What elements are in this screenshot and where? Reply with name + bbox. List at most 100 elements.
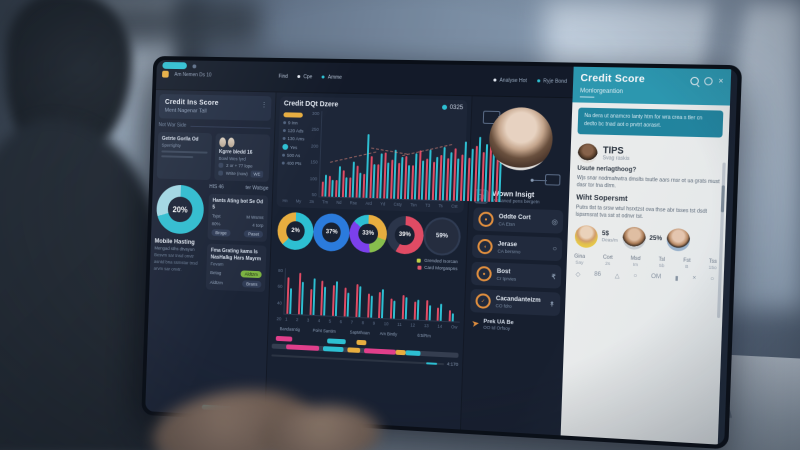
- monitor: Am Nemen Ds 10 Find Cpe Amme Analyse Hot…: [141, 56, 742, 449]
- brand-label: Am Nemen Ds 10: [174, 71, 211, 78]
- placeholder-line: [161, 155, 193, 158]
- person-silhouette-head: [6, 0, 132, 160]
- timeline: Bandasntig Point Santim SapMhoan Am Bintly 6…: [271, 326, 459, 379]
- bar-series: [286, 270, 460, 321]
- ryje-item[interactable]: Ryje Bond: [537, 78, 567, 85]
- aldtzm-pill[interactable]: Aldtzm: [241, 270, 262, 278]
- target-icon: ●: [476, 266, 492, 282]
- person-icon[interactable]: ↟: [549, 300, 555, 308]
- sidebar-donut-chart: 20%: [156, 184, 205, 234]
- dot-icon: [282, 154, 285, 157]
- person-silhouette-shoulder: [0, 118, 164, 450]
- yellow-pill-icon[interactable]: [283, 112, 303, 117]
- donut-chart-4: 39%: [386, 215, 424, 254]
- donut-chart-2: 37%: [313, 213, 351, 252]
- credit-info-box: Na dera ut anamcro lanty htm for wra cre…: [578, 108, 724, 137]
- team-card[interactable]: Kgrre bledd 16 Bowl Wes lyrd 2 or + 77 l…: [214, 133, 270, 182]
- avatar: [228, 138, 235, 148]
- team-row1: 2 or + 77 lope: [226, 163, 253, 169]
- magnifier-icon[interactable]: ○: [552, 246, 557, 253]
- tips-paragraph-2: Putrs tlst ta srsw wtul hsrxtzst ova ths…: [576, 204, 719, 224]
- progress-value: 2: [251, 406, 254, 412]
- kebab-menu-icon[interactable]: ⋮: [261, 101, 268, 109]
- menu: Find Cpe Amme: [278, 73, 342, 80]
- tips-question: Usute nerlagthoog?: [577, 165, 720, 175]
- moon-icon: ◖: [477, 239, 493, 255]
- chart-side-legend: 9 Inn 120 Ads 130 Ams Yes 500 As 400 Pts: [281, 110, 309, 197]
- pointer-icon: ⌖: [257, 406, 261, 414]
- credit-panel-subtitle: Monlorgeantion: [580, 88, 723, 97]
- names-row: Gina Say Cort 2s Msd Im Tsl 5b Fst B Tss 15o: [574, 253, 717, 270]
- statement-heading: Wiht Sopersmt: [576, 194, 719, 206]
- tasks-card[interactable]: Hants Ating bot Se Od 5 Tsjst M Wsrmt 80%…: [207, 194, 268, 242]
- menu-item-amme[interactable]: Amme: [322, 74, 342, 80]
- clock-icon: [218, 163, 223, 168]
- profile-card-title: Getrte Gorlla Od: [162, 136, 208, 143]
- person-avatar-2[interactable]: [622, 226, 646, 249]
- analyse-item[interactable]: Analyse Hot: [493, 77, 527, 84]
- paset-button[interactable]: Paset: [244, 230, 263, 238]
- menu-item-cpe[interactable]: Cpe: [297, 74, 312, 80]
- placeholder-line: [161, 150, 207, 153]
- progress-fill: [202, 404, 231, 411]
- credit-score-panel: Credit Score × Monlorgeantion Na dera ut…: [561, 67, 732, 445]
- person-avatar-1[interactable]: [575, 224, 599, 247]
- insights-column: ◫ Wown Insigt Wesaned pens bergetn ● Odd…: [461, 96, 573, 435]
- we-tag[interactable]: WE: [250, 171, 263, 178]
- top-bar-right: Analyse Hot Ryje Bond: [493, 77, 567, 84]
- brans-button[interactable]: Brans: [242, 280, 261, 288]
- rupee-icon[interactable]: ₹: [551, 272, 556, 280]
- section-rule: [190, 125, 270, 128]
- teal-dot-icon: [282, 144, 288, 150]
- search-icon[interactable]: [691, 76, 700, 84]
- insight-card-bost[interactable]: ● Bost Cr tprvies ₹: [471, 262, 561, 289]
- chart-title: Credit DQt Dzere: [284, 100, 339, 108]
- legend-swatch-red: [417, 265, 421, 269]
- dot-icon: [283, 137, 286, 140]
- credit-panel-title: Credit Score: [580, 73, 645, 85]
- check-icon: ✓: [475, 293, 491, 309]
- info-icon[interactable]: [704, 77, 713, 85]
- mobile-subtitle: Mengad sths dtvayun: [154, 245, 203, 252]
- broge-button[interactable]: Broge: [211, 229, 230, 237]
- footer-icons-row[interactable]: ◇ 86 △ ○ OM ▮ × ○: [573, 270, 716, 283]
- app-logo[interactable]: [162, 71, 169, 78]
- donut-chart-1: 2%: [277, 212, 314, 251]
- rating-card[interactable]: Fma Grating kams Is NasHalkg Hars Mayrm …: [206, 244, 267, 292]
- profile-card[interactable]: Getrte Gorlla Od Sperrighty: [157, 132, 212, 180]
- donut-row: 2% 37% 33% 39% 59%: [275, 210, 463, 257]
- person-badge-2: 25%: [649, 235, 662, 242]
- insight-card-oddte-cort[interactable]: ● Oddte Cort CA Etsn ◎: [473, 207, 563, 233]
- chart-stat: 0325: [442, 104, 464, 110]
- insights-footer[interactable]: ➤ Prek UA Be OO td Orfsoy: [470, 316, 560, 333]
- active-tab-pill[interactable]: [162, 62, 187, 69]
- donut-chart-3: 33%: [349, 214, 387, 253]
- close-icon[interactable]: ×: [718, 77, 723, 85]
- profile-card-subtitle: Sperrighty: [162, 143, 208, 149]
- sidebar: Credit Ins Score Ment Nagenar Tall ⋮ Not…: [145, 90, 276, 418]
- insight-card-cacandanteizm[interactable]: ✓ Cacandanteizm CO fdro ↟: [470, 289, 560, 316]
- office-scene: Am Nemen Ds 10 Find Cpe Amme Analyse Hot…: [0, 0, 800, 450]
- monthly-plot: [283, 268, 461, 322]
- flow-node-icon: [545, 174, 561, 186]
- subtitle-rule: [580, 96, 595, 97]
- pin-icon[interactable]: ◎: [551, 217, 558, 225]
- insight-card-jerase[interactable]: ◖ Jerase CA bersrno ○: [472, 235, 562, 262]
- dot-icon: [322, 75, 325, 78]
- panel2-header-right[interactable]: ter Watsge: [245, 185, 268, 192]
- sidebar-donut-value: 20%: [156, 184, 205, 234]
- sidebar-header[interactable]: Credit Ins Score Ment Nagenar Tall ⋮: [159, 94, 272, 121]
- mobile-body: Besvm sar tnsd onvtr asntd bna ssmstar t…: [154, 252, 204, 274]
- speaker-icon: [493, 79, 496, 82]
- progress-bar[interactable]: [202, 404, 249, 412]
- mobile-hasting-block: Mobile Hasting Mengad sths dtvayun Besvm…: [154, 239, 204, 274]
- panel2-header-left: HIS 46: [209, 184, 224, 190]
- credit-panel-body: TIPS Svag raskis Usute nerlagthoog? Wjs …: [561, 139, 729, 445]
- credit-history-plot: [318, 111, 462, 202]
- person-avatar-3[interactable]: [666, 228, 690, 252]
- red-dot-icon: [282, 162, 285, 165]
- customer-portrait[interactable]: [488, 107, 553, 171]
- menu-item-find[interactable]: Find: [278, 73, 288, 79]
- flow-dot-icon: [531, 179, 534, 182]
- people-row: 5$ Deas/m 25%: [575, 224, 718, 252]
